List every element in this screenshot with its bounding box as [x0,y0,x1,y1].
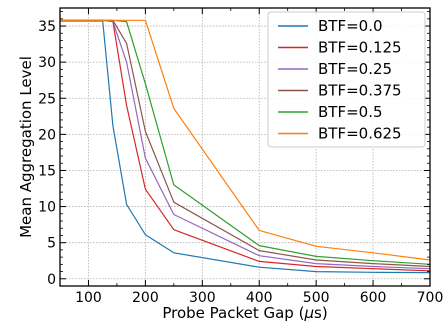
legend-label: BTF=0.625 [318,125,402,143]
legend-label: BTF=0.125 [318,39,402,57]
x-tick-label: 600 [360,290,387,306]
series-lines [60,19,431,274]
y-tick-label: 20 [38,127,56,143]
legend-box [267,11,426,148]
y-tick-label: 30 [38,55,56,71]
legend: BTF=0.0 BTF=0.125 BTF=0.25 BTF=0.375 BTF=0.5… [267,11,426,148]
y-tick-label: 0 [47,272,56,288]
series-line-5 [60,19,431,261]
plot-frame [59,7,431,287]
series-line-0 [60,20,431,274]
x-tick-label: 700 [417,290,444,306]
x-tick-label: 400 [246,290,273,306]
x-tick-label: 500 [303,290,330,306]
y-tick-label: 25 [38,91,56,107]
axis-ticks: 100 200 300 400 500 600 700 0 5 10 15 20 25 30 35 [38,8,443,306]
y-tick-label: 10 [38,200,56,216]
legend-label: BTF=0.25 [318,60,392,78]
x-tick-label: 100 [75,290,102,306]
x-axis-label: Probe Packet Gap (μs) [162,304,327,322]
y-axis-label: Mean Aggregation Level [17,56,35,238]
legend-label: BTF=0.375 [318,82,402,100]
x-tick-label: 200 [132,290,159,306]
legend-label: BTF=0.0 [318,17,383,35]
legend-label: BTF=0.5 [318,103,383,121]
y-tick-label: 5 [47,236,56,252]
y-tick-label: 35 [38,19,56,35]
x-tick-label: 300 [189,290,216,306]
y-tick-label: 15 [38,163,56,179]
